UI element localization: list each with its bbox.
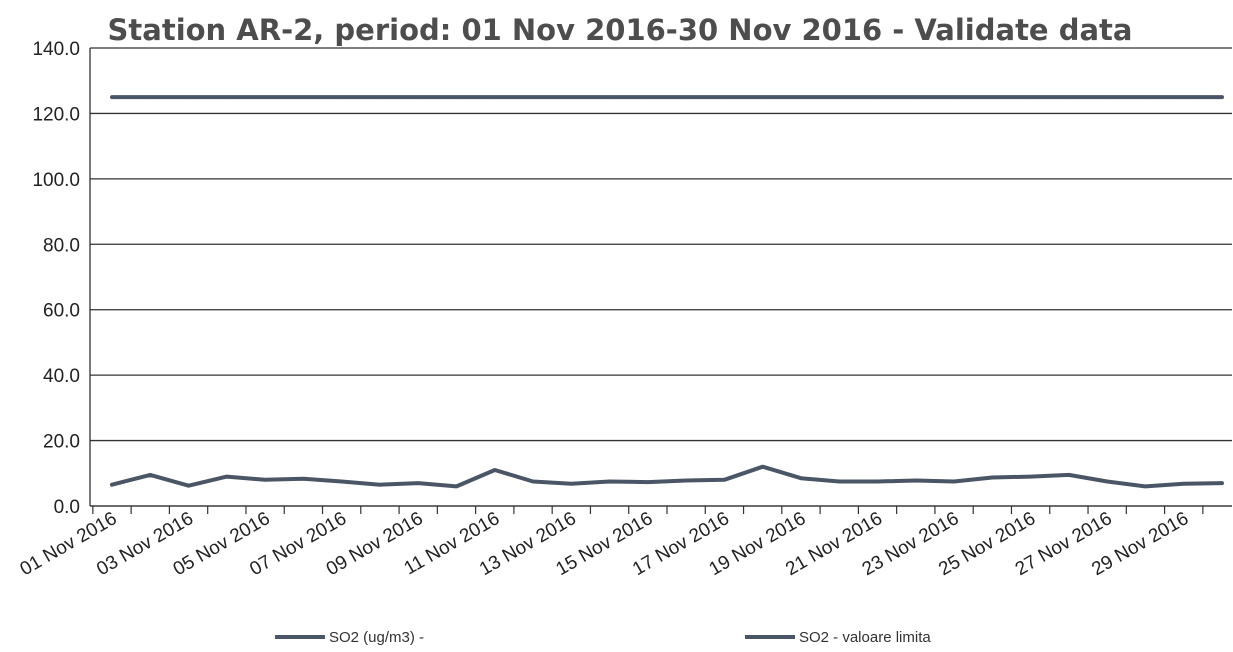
data-point [952, 95, 956, 99]
data-point [225, 475, 229, 479]
data-point [531, 95, 535, 99]
data-point [646, 480, 650, 484]
data-point [1029, 95, 1033, 99]
data-point [569, 482, 573, 486]
data-point [1143, 95, 1147, 99]
data-point [1220, 95, 1224, 99]
chart-title: Station AR-2, period: 01 Nov 2016-30 Nov… [108, 13, 1133, 47]
data-point [952, 479, 956, 483]
data-point [493, 468, 497, 472]
data-point [340, 95, 344, 99]
data-point [301, 95, 305, 99]
grid-lines [90, 47, 1232, 507]
data-point [837, 479, 841, 483]
data-point [569, 95, 573, 99]
legend-label: SO2 - valoare limita [799, 629, 931, 646]
y-tick-label: 100.0 [32, 170, 80, 191]
data-point [876, 95, 880, 99]
data-point [1220, 481, 1224, 485]
legend-label: SO2 (ug/m3) - [329, 629, 424, 646]
series-lines [110, 95, 1224, 489]
data-point [646, 95, 650, 99]
data-point [799, 476, 803, 480]
data-point [378, 483, 382, 487]
data-point [1029, 475, 1033, 479]
data-point [416, 481, 420, 485]
data-point [799, 95, 803, 99]
data-point [110, 95, 114, 99]
data-point [761, 465, 765, 469]
y-tick-label: 0.0 [54, 497, 80, 518]
data-point [722, 95, 726, 99]
y-tick-label: 80.0 [43, 235, 80, 256]
data-point [110, 483, 114, 487]
y-tick-label: 120.0 [32, 104, 80, 125]
y-tick-label: 140.0 [32, 39, 80, 60]
y-tick-labels: 0.0 20.0 40.0 60.0 80.0 100.0 120.0 140.0 [32, 39, 80, 518]
data-point [187, 484, 191, 488]
data-point [914, 95, 918, 99]
data-point [837, 95, 841, 99]
data-point [1105, 95, 1109, 99]
data-point [990, 95, 994, 99]
data-point [1182, 482, 1186, 486]
data-point [684, 95, 688, 99]
y-tick-label: 20.0 [43, 432, 80, 453]
data-point [340, 479, 344, 483]
data-point [1067, 473, 1071, 477]
data-point [263, 478, 267, 482]
data-point [263, 95, 267, 99]
data-point [148, 473, 152, 477]
data-point [454, 484, 458, 488]
data-point [301, 477, 305, 481]
data-point [684, 478, 688, 482]
data-point [416, 95, 420, 99]
data-point [493, 95, 497, 99]
data-point [722, 478, 726, 482]
data-point [1105, 479, 1109, 483]
legend: SO2 (ug/m3) - SO2 - valoare limita [275, 629, 931, 646]
data-point [1182, 95, 1186, 99]
y-tick-label: 60.0 [43, 301, 80, 322]
data-point [1143, 484, 1147, 488]
y-tick-label: 40.0 [43, 366, 80, 387]
data-point [876, 479, 880, 483]
data-point [378, 95, 382, 99]
axes [89, 48, 1232, 514]
data-point [761, 95, 765, 99]
data-point [187, 95, 191, 99]
data-point [531, 479, 535, 483]
data-point [608, 479, 612, 483]
data-point [225, 95, 229, 99]
data-point [914, 478, 918, 482]
data-point [990, 476, 994, 480]
data-point [454, 95, 458, 99]
data-point [608, 95, 612, 99]
series-line-so2 [110, 464, 1224, 489]
data-point [1067, 95, 1071, 99]
data-point [148, 95, 152, 99]
